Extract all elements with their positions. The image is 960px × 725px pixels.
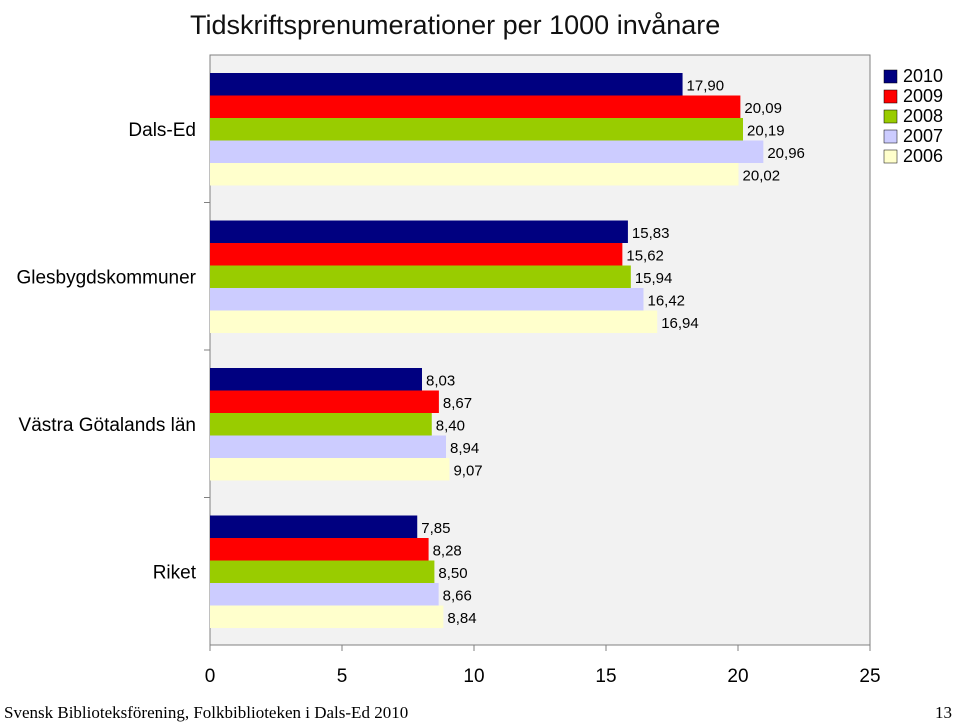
bar [210, 560, 435, 583]
data-label: 20,02 [743, 167, 781, 184]
bar [210, 288, 644, 311]
data-label: 9,07 [453, 462, 482, 479]
data-label: 20,96 [767, 145, 805, 162]
data-label: 8,67 [443, 395, 472, 412]
bar [210, 605, 444, 628]
data-label: 15,83 [632, 225, 670, 242]
bar [210, 220, 628, 243]
data-label: 15,94 [635, 270, 673, 287]
data-label: 8,50 [438, 565, 467, 582]
data-label: 20,09 [744, 100, 782, 117]
legend-swatch [883, 89, 898, 104]
bar [210, 310, 658, 333]
data-label: 16,94 [661, 315, 699, 332]
legend-label: 2009 [903, 86, 943, 106]
category-label: Dals-Ed [128, 120, 196, 141]
legend-swatch [883, 149, 898, 164]
data-label: 8,84 [447, 610, 476, 627]
data-label: 8,94 [450, 440, 479, 457]
bar-chart: Dals-Ed 17,90 20,09 20,19 20,96 20,02 Glesbygd… [16, 54, 943, 687]
legend-label: 2007 [903, 126, 943, 146]
bar [210, 118, 744, 141]
data-label: 7,85 [421, 520, 450, 537]
category-label: Riket [153, 562, 197, 583]
bar [210, 583, 439, 606]
data-label: 8,28 [433, 542, 462, 559]
page-number: 13 [935, 703, 952, 722]
data-label: 20,19 [747, 122, 785, 139]
x-tick-label: 20 [727, 666, 748, 687]
bar [210, 538, 429, 561]
category-label: Glesbygdskommuner [16, 267, 196, 288]
legend-label: 2010 [903, 66, 943, 86]
data-label: 16,42 [647, 292, 685, 309]
legend-swatch [883, 109, 898, 124]
legend-swatch [883, 129, 898, 144]
bar [210, 390, 439, 413]
bar [210, 73, 683, 96]
bar [210, 243, 623, 266]
bar [210, 413, 432, 436]
x-tick-label: 5 [337, 666, 348, 687]
x-tick-label: 25 [859, 666, 880, 687]
legend-label: 2008 [903, 106, 943, 126]
data-label: 8,40 [436, 417, 465, 434]
x-tick-label: 0 [205, 666, 216, 687]
legend-label: 2006 [903, 146, 943, 166]
footer-text: Svensk Biblioteksförening, Folkbibliotek… [4, 703, 409, 722]
bar [210, 95, 741, 118]
bar [210, 435, 447, 458]
bar [210, 368, 422, 391]
bar [210, 265, 631, 288]
category-label: Västra Götalands län [19, 415, 196, 436]
bar [210, 140, 764, 163]
chart-title: Tidskriftsprenumerationer per 1000 invån… [190, 10, 721, 40]
bar [210, 163, 739, 186]
data-label: 8,03 [426, 372, 455, 389]
data-label: 15,62 [626, 247, 664, 264]
x-tick-label: 10 [463, 666, 484, 687]
x-tick-label: 15 [595, 666, 616, 687]
data-label: 8,66 [443, 587, 472, 604]
data-label: 17,90 [687, 77, 725, 94]
bar [210, 458, 450, 481]
legend-swatch [883, 69, 898, 84]
bar [210, 515, 418, 538]
